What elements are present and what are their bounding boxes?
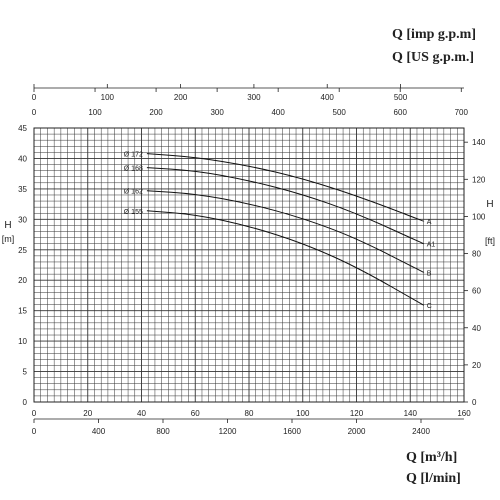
x-tick-label-us-gpm: 400 <box>271 108 285 117</box>
x-tick-label-m3h: 0 <box>32 409 37 418</box>
x-tick-label-imp-gpm: 500 <box>394 93 408 102</box>
y-axis-title-right: H <box>486 199 493 210</box>
pump-curve-c <box>146 210 424 306</box>
x-tick-label-lmin: 800 <box>156 427 170 436</box>
x-tick-label-m3h: 40 <box>137 409 146 418</box>
y-tick-label-m: 35 <box>18 185 27 194</box>
x-tick-label-m3h: 80 <box>245 409 254 418</box>
y-tick-label-m: 20 <box>18 276 27 285</box>
curve-diameter-label: Ø 172 <box>124 152 143 159</box>
pump-curves <box>146 153 425 306</box>
y-tick-label-ft: 80 <box>472 250 481 259</box>
y-tick-label-m: 45 <box>18 124 27 133</box>
y-axis-title-left: H <box>4 220 11 231</box>
x-tick-label-lmin: 1600 <box>283 427 301 436</box>
x-tick-label-imp-gpm: 200 <box>174 93 188 102</box>
x-tick-label-m3h: 20 <box>83 409 92 418</box>
y-tick-label-m: 25 <box>18 246 27 255</box>
x-tick-label-us-gpm: 0 <box>32 108 37 117</box>
x-tick-label-m3h: 160 <box>457 409 471 418</box>
pump-curve-a <box>146 153 424 222</box>
y-tick-label-ft: 140 <box>472 138 486 147</box>
unit-label-us-gpm: Q [US g.p.m.] <box>392 50 475 65</box>
curve-diameter-label: Ø 162 <box>124 189 143 196</box>
curve-series-label: A <box>427 219 432 226</box>
x-tick-label-lmin: 2000 <box>348 427 366 436</box>
x-tick-label-lmin: 0 <box>32 427 37 436</box>
pump-curve-b <box>146 190 425 273</box>
unit-label-m3h: Q [m³/h] <box>406 450 458 465</box>
y-tick-label-m: 10 <box>18 337 27 346</box>
pump-curve-a1 <box>146 167 425 245</box>
tick-labels: 0 5 10 15 20 25 30 35 40 45 0 20 40 60 80 100 120 140 H [m]… <box>2 93 495 436</box>
y-axis-unit-right: [ft] <box>485 236 495 246</box>
x-tick-label-us-gpm: 600 <box>394 108 408 117</box>
y-tick-label-ft: 40 <box>472 324 481 333</box>
plot-frame <box>33 127 465 403</box>
x-tick-label-m3h: 120 <box>350 409 364 418</box>
y-tick-label-m: 30 <box>18 215 27 224</box>
x-tick-label-us-gpm: 100 <box>88 108 102 117</box>
y-tick-label-m: 15 <box>18 307 27 316</box>
y-tick-label-ft: 20 <box>472 361 481 370</box>
unit-label-imp-gpm: Q [imp g.p.m] <box>392 27 476 42</box>
x-tick-label-m3h: 140 <box>404 409 418 418</box>
curve-series-label: A1 <box>427 242 436 249</box>
y-tick-label-ft: 0 <box>472 398 477 407</box>
chart-grid <box>33 127 465 403</box>
x-tick-label-imp-gpm: 300 <box>247 93 261 102</box>
x-tick-label-imp-gpm: 0 <box>32 93 37 102</box>
x-tick-label-us-gpm: 200 <box>149 108 163 117</box>
y-tick-label-ft: 60 <box>472 287 481 296</box>
unit-label-lmin: Q [l/min] <box>406 471 461 486</box>
x-tick-label-m3h: 60 <box>191 409 200 418</box>
y-tick-label-m: 40 <box>18 154 27 163</box>
y-tick-label-m: 5 <box>23 368 28 377</box>
x-tick-label-lmin: 400 <box>92 427 106 436</box>
chart-axes <box>33 84 468 423</box>
curve-series-label: B <box>427 270 432 277</box>
y-tick-label-ft: 100 <box>472 212 486 221</box>
y-tick-label-m: 0 <box>23 398 28 407</box>
curve-diameter-label: Ø 168 <box>124 166 143 173</box>
x-tick-label-us-gpm: 500 <box>333 108 347 117</box>
curve-diameter-label: Ø 155 <box>124 209 143 216</box>
x-tick-label-us-gpm: 700 <box>455 108 469 117</box>
x-tick-label-us-gpm: 300 <box>210 108 224 117</box>
x-tick-label-imp-gpm: 400 <box>321 93 335 102</box>
x-tick-label-lmin: 1200 <box>219 427 237 436</box>
x-tick-label-lmin: 2400 <box>412 427 430 436</box>
y-tick-label-ft: 120 <box>472 175 486 184</box>
curve-series-label: C <box>427 303 432 310</box>
x-tick-label-imp-gpm: 100 <box>101 93 115 102</box>
y-axis-unit-left: [m] <box>2 234 15 244</box>
x-tick-label-m3h: 100 <box>296 409 310 418</box>
